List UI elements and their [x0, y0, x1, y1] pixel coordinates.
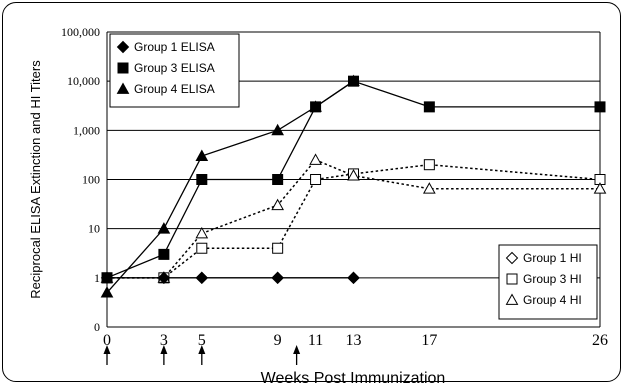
data-point: [347, 74, 360, 87]
x-tick-label: 26: [592, 332, 608, 349]
x-tick-label: 3: [160, 332, 168, 349]
immunization-arrow: [103, 345, 111, 365]
x-tick-label: 9: [274, 332, 282, 349]
data-point: [271, 271, 284, 285]
y-tick-label: 1,000: [73, 123, 100, 137]
data-point: [157, 271, 171, 285]
legend: Group 1 HI Group 3 HI Group 4 HI: [498, 244, 598, 320]
legend: Group 1 ELISA Group 3 ELISA Group 4 ELISA: [109, 33, 240, 108]
data-point: [272, 242, 284, 254]
data-point: [100, 286, 114, 298]
legend-label: Group 1 ELISA: [134, 40, 215, 54]
data-point: [196, 242, 208, 254]
data-point: [272, 174, 284, 185]
data-point: [594, 101, 606, 113]
data-point: [101, 272, 113, 284]
data-point: [195, 226, 209, 239]
series-line: [106, 80, 600, 279]
data-point: [347, 169, 360, 181]
y-axis-title: Reciprocal ELISA Extinction and HI Titer…: [28, 60, 43, 299]
x-tick-label: 11: [308, 332, 323, 349]
data-point: [310, 174, 322, 185]
y-tick-label: 0: [94, 320, 100, 334]
data-point: [423, 159, 435, 171]
data-point: [271, 198, 285, 211]
legend-box: [109, 33, 240, 108]
data-point: [309, 153, 322, 165]
legend-marker: [505, 251, 519, 265]
y-tick-label: 1: [94, 271, 100, 285]
legend-marker: [116, 40, 130, 54]
data-point: [423, 101, 435, 113]
x-tick-label: 0: [103, 332, 111, 349]
y-tick-label: 100: [82, 173, 100, 187]
legend-marker: [116, 82, 130, 94]
immunization-arrow: [293, 345, 301, 365]
data-point: [347, 271, 360, 285]
legend-marker: [117, 62, 129, 74]
legend-label: Group 4 HI: [523, 293, 582, 307]
legend-label: Group 1 HI: [523, 251, 582, 265]
series-line: [107, 163, 601, 279]
legend-item: Group 1 HI: [505, 251, 582, 265]
legend-label: Group 4 ELISA: [134, 82, 215, 96]
data-point: [158, 248, 170, 260]
x-tick-label: 17: [421, 332, 437, 349]
legend-item: Group 1 ELISA: [116, 40, 215, 54]
data-point: [271, 123, 285, 136]
data-point: [422, 182, 436, 194]
legend-label: Group 3 ELISA: [134, 61, 215, 75]
legend-marker: [506, 273, 518, 285]
series-line: [106, 80, 354, 294]
x-tick-label: 13: [346, 332, 362, 349]
data-point: [157, 222, 171, 234]
data-point: [593, 182, 607, 194]
legend-item: Group 3 HI: [506, 272, 582, 286]
y-tick-label: 10,000: [67, 74, 100, 88]
x-tick-label: 5: [198, 332, 206, 349]
legend-item: Group 4 ELISA: [116, 82, 215, 96]
data-point: [195, 271, 209, 285]
y-tick-label: 100,000: [61, 25, 100, 39]
immunization-arrow: [160, 345, 168, 365]
y-tick-label: 10: [88, 222, 100, 236]
legend-item: Group 4 HI: [505, 293, 582, 307]
immunization-arrow: [198, 345, 206, 365]
x-axis-title: Weeks Post Immunization: [261, 370, 446, 386]
series-line: [107, 159, 600, 279]
legend-marker: [505, 293, 519, 305]
legend-label: Group 3 HI: [523, 272, 582, 286]
data-point: [195, 149, 209, 161]
data-point: [196, 174, 208, 185]
data-point: [309, 100, 322, 112]
legend-item: Group 3 ELISA: [117, 61, 215, 75]
